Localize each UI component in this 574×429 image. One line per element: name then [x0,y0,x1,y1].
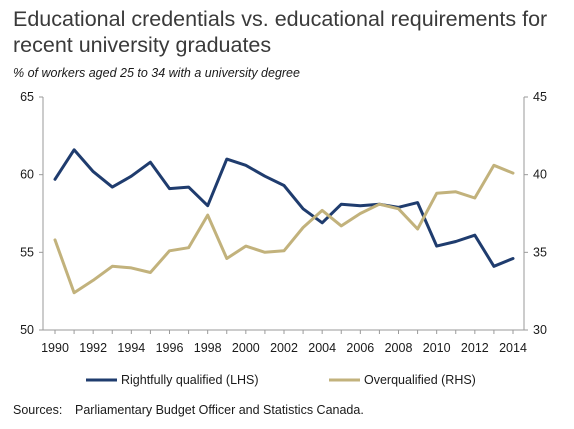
x-tick-label: 1996 [156,341,184,355]
x-tick-label: 2006 [346,341,374,355]
chart-subtitle: % of workers aged 25 to 34 with a univer… [13,66,300,80]
x-tick-label: 2014 [499,341,527,355]
x-tick-label: 2004 [308,341,336,355]
left-tick-label: 55 [20,245,34,259]
x-tick-label: 1992 [79,341,107,355]
x-tick-label: 2008 [385,341,413,355]
x-tick-label: 1990 [41,341,69,355]
series-line-overqualified [53,163,515,295]
legend-label: Overqualified (RHS) [364,373,476,387]
left-tick-label: 50 [20,323,34,337]
x-tick-label: 2000 [232,341,260,355]
right-tick-label: 45 [533,90,547,104]
x-tick-label: 1994 [117,341,145,355]
x-tick-label: 1998 [194,341,222,355]
x-tick-label: 2002 [270,341,298,355]
left-tick-label: 60 [20,168,34,182]
legend-label: Rightfully qualified (LHS) [121,373,259,387]
right-tick-label: 30 [533,323,547,337]
source-label: Sources: [13,403,63,417]
right-tick-label: 40 [533,168,547,182]
chart-title: Educational credentials vs. educational … [13,7,548,57]
x-tick-label: 2012 [461,341,489,355]
x-tick-label: 2010 [423,341,451,355]
left-tick-label: 65 [20,90,34,104]
right-tick-label: 35 [533,245,547,259]
series-line-rightfully-qualified [53,148,515,268]
source-note: Sources: Parliamentary Budget Officer and… [13,403,364,417]
source-text: Parliamentary Budget Officer and Statist… [75,403,364,417]
